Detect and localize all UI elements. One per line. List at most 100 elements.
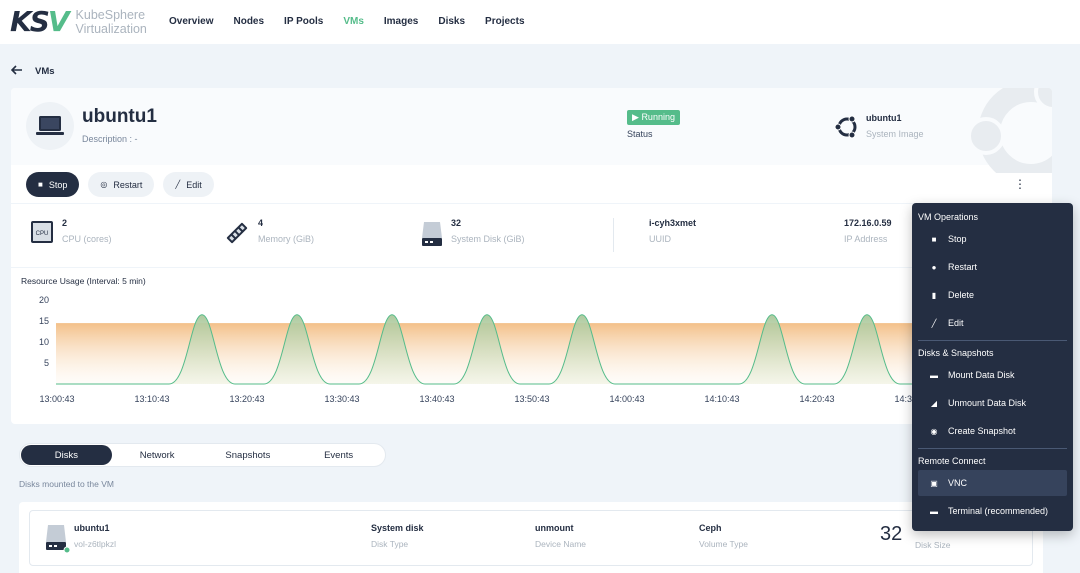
nav-nodes[interactable]: Nodes [233,16,265,27]
volume-type-cell: Ceph Volume Type [699,523,748,549]
nav-disks[interactable]: Disks [438,16,466,27]
usage-peak-area [454,314,520,384]
vm-description: Description : - [82,134,138,144]
divider [11,267,1052,268]
tab-disks[interactable]: Disks [21,445,112,465]
trash-icon: ▮ [931,290,937,300]
status-label: Status [627,129,653,139]
x-tick-label: 13:40:43 [419,394,454,404]
disk-type-cell: System disk Disk Type [371,523,424,549]
disk-name-cell: ubuntu1 vol-z6tlpkzl [74,523,117,549]
vm-actions: ■ Stop ◎ Restart ╱ Edit [26,172,223,197]
x-tick-label: 14:00:43 [609,394,644,404]
top-navigation-bar: KSV KubeSphere Virtualization Overview N… [0,0,1080,44]
metric-uuid: i-cyh3xmet UUID [649,218,697,244]
restart-icon: ◎ [100,180,108,189]
x-tick-label: 13:20:43 [229,394,264,404]
laptop-icon [36,116,64,135]
menu-item-restart[interactable]: ● Restart [918,254,1067,280]
menu-item-create-snapshot[interactable]: ◉ Create Snapshot [918,418,1067,444]
metric-memory: 4 Memory (GiB) [224,218,314,246]
restart-icon: ● [931,262,937,272]
detail-tabs: Disks Network Snapshots Events [19,443,386,467]
menu-item-delete[interactable]: ▮ Delete [918,282,1067,308]
metric-divider [613,218,614,252]
tab-snapshots[interactable]: Snapshots [225,449,271,461]
y-tick-label: 20 [39,295,49,305]
usage-peak-area [264,314,330,384]
ubuntu-watermark-icon [967,88,1052,173]
y-tick-label: 5 [44,358,49,368]
menu-group-disks-snapshots: Disks & Snapshots [918,348,994,358]
cpu-icon: CPU [31,221,53,243]
usage-peak-area [549,314,615,384]
usage-peak-area [359,314,425,384]
metric-cpu: CPU 2 CPU (cores) [30,218,112,244]
disk-list: ubuntu1 vol-z6tlpkzl System disk Disk Ty… [19,502,1043,573]
vm-operations-menu: VM Operations ■ Stop ● Restart ▮ Delete ╱ Ed… [912,203,1073,531]
x-tick-label: 13:30:43 [324,394,359,404]
nav-vms[interactable]: VMs [343,16,364,27]
system-image-label: System Image [866,129,924,139]
app-logo[interactable]: KSV KubeSphere Virtualization [10,7,147,37]
memory-icon [226,222,248,244]
tab-network[interactable]: Network [139,449,175,461]
vnc-icon: ▣ [930,478,938,488]
nav-overview[interactable]: Overview [169,16,214,27]
disk-size-label: Disk Size [915,540,951,550]
edit-icon: ╱ [931,318,937,328]
main-nav: Overview Nodes IP Pools VMs Images Disks… [169,16,545,27]
play-icon: ▶ [632,112,639,122]
vm-avatar [26,102,74,150]
menu-item-terminal[interactable]: ▬ Terminal (recommended) [930,506,1049,516]
status-badge: ▶ Running [627,110,680,125]
menu-item-stop[interactable]: ■ Stop [918,226,1067,252]
menu-item-vnc[interactable]: ▣ VNC [918,470,1067,496]
disk-row[interactable]: ubuntu1 vol-z6tlpkzl System disk Disk Ty… [29,510,1033,566]
back-arrow-icon [10,64,23,78]
device-name-cell: unmount Device Name [535,523,587,549]
vm-header: ubuntu1 Description : - ▶ Running Status… [11,88,1052,173]
back-link[interactable]: VMs [10,64,55,78]
menu-group-remote-connect: Remote Connect [918,456,986,466]
vm-name: ubuntu1 [82,106,157,127]
mount-disk-icon: ▬ [930,370,938,380]
ksv-logo-icon: KSV [10,5,70,38]
disk-icon [46,525,70,553]
usage-peak-area [834,314,900,384]
nav-ip-pools[interactable]: IP Pools [284,16,324,27]
edit-button[interactable]: ╱ Edit [163,172,214,197]
x-tick-label: 14:20:43 [799,394,834,404]
terminal-icon: ▬ [930,506,938,516]
restart-button[interactable]: ◎ Restart [88,172,155,197]
menu-item-edit[interactable]: ╱ Edit [918,310,1067,336]
usage-peak-area [169,314,235,384]
breadcrumb-label: VMs [35,65,55,77]
stop-icon: ■ [931,234,937,244]
x-tick-label: 13:50:43 [514,394,549,404]
stop-button[interactable]: ■ Stop [26,172,80,197]
disk-size-value: 32 [880,523,903,545]
menu-item-mount-data-disk[interactable]: ▬ Mount Data Disk [930,370,1015,380]
more-options-icon[interactable]: ⋮ [1014,177,1026,191]
usage-series-line [56,314,1052,385]
usage-peak-area [739,314,805,384]
metric-ip-address: 172.16.0.59 IP Address [844,218,892,244]
nav-projects[interactable]: Projects [485,16,525,27]
system-image-name: ubuntu1 [866,113,902,123]
ubuntu-icon [834,115,857,139]
nav-images[interactable]: Images [383,16,419,27]
vm-detail-card: ubuntu1 Description : - ▶ Running Status… [11,88,1052,424]
snapshot-icon: ◉ [930,426,938,436]
svg-text:CPU: CPU [36,231,49,237]
brand-name: KubeSphere Virtualization [75,8,147,36]
disk-icon [422,222,442,246]
disks-note: Disks mounted to the VM [19,479,114,489]
divider [11,203,1052,204]
tab-events[interactable]: Events [324,449,354,461]
menu-item-unmount-data-disk[interactable]: ◢ Unmount Data Disk [918,390,1067,416]
edit-icon: ╱ [175,180,181,189]
x-tick-label: 14:10:43 [704,394,739,404]
stop-icon: ■ [38,180,43,189]
x-tick-label: 13:10:43 [134,394,169,404]
